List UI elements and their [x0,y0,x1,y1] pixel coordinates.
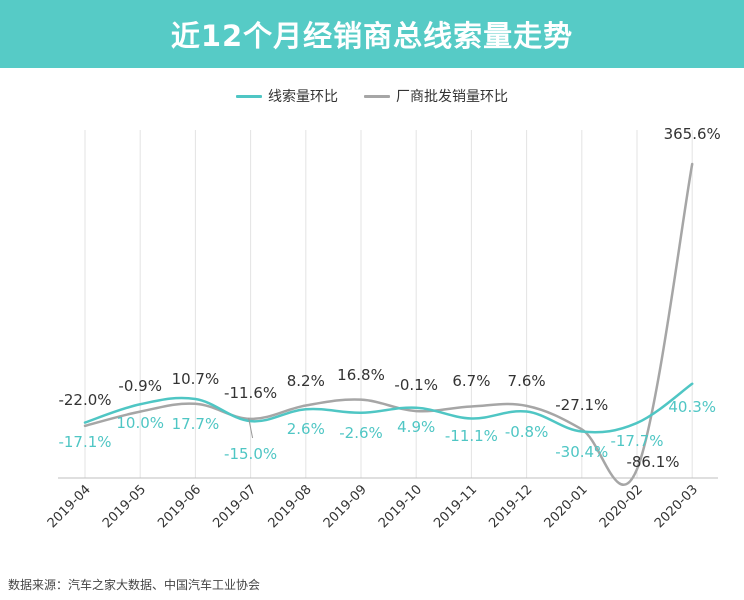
legend-swatch-series1 [236,94,262,98]
source-note: 数据来源：汽车之家大数据、中国汽车工业协会 [8,578,261,592]
data-label-leads: -11.1% [445,427,498,445]
legend-item-series2: 厂商批发销量环比 [364,86,508,106]
x-tick-label: 2019-07 [210,482,259,531]
data-label-wholesale: -11.6% [224,384,277,402]
data-label-leads: 2.6% [287,420,325,438]
x-tick-label: 2019-05 [100,482,149,531]
data-label-wholesale: 10.7% [172,370,220,388]
chart-title: 近12个月经销商总线索量走势 [170,19,574,53]
data-label-leads: -17.1% [58,433,111,451]
x-tick-label: 2019-10 [376,482,425,531]
data-label-wholesale: 7.6% [508,372,546,390]
legend: 线索量环比 厂商批发销量环比 [0,86,744,106]
legend-item-series1: 线索量环比 [236,86,338,106]
legend-label-series1: 线索量环比 [268,89,338,105]
legend-label-series2: 厂商批发销量环比 [396,89,508,105]
legend-swatch-series2 [364,94,390,98]
series-line-leads [83,382,694,434]
leader-line [248,417,254,439]
data-label-wholesale: 6.7% [452,372,490,390]
x-tick-label: 2020-01 [542,482,591,531]
x-tick-label: 2019-06 [155,482,204,531]
data-label-wholesale: -22.0% [58,391,111,409]
data-label-wholesale: 16.8% [337,366,385,384]
data-label-wholesale: -86.1% [626,453,679,471]
data-label-leads: 4.9% [397,418,435,436]
x-tick-label: 2019-08 [266,482,315,531]
x-tick-label: 2019-12 [486,482,535,531]
data-label-wholesale: 8.2% [287,372,325,390]
x-tick-label: 2019-11 [431,482,480,531]
series-line-wholesale [83,162,694,486]
x-tick-label: 2020-03 [652,482,701,531]
data-label-leads: -0.8% [505,423,549,441]
title-banner: 近12个月经销商总线索量走势 [0,0,744,68]
data-label-wholesale: -0.9% [118,377,162,395]
data-label-leads: 10.0% [116,414,164,432]
data-label-leads: 17.7% [172,415,220,433]
x-tick-label: 2020-02 [597,482,646,531]
x-tick-label: 2019-09 [321,482,370,531]
data-label-leads: 40.3% [668,398,716,416]
data-label-wholesale: -27.1% [555,396,608,414]
data-label-wholesale: 365.6% [664,125,721,143]
data-label-leads: -30.4% [555,443,608,461]
data-label-leads: -15.0% [224,445,277,463]
x-tick-label: 2019-04 [45,482,94,531]
data-label-wholesale: -0.1% [394,376,438,394]
data-label-leads: -2.6% [339,424,383,442]
data-label-leads: -17.7% [610,432,663,450]
